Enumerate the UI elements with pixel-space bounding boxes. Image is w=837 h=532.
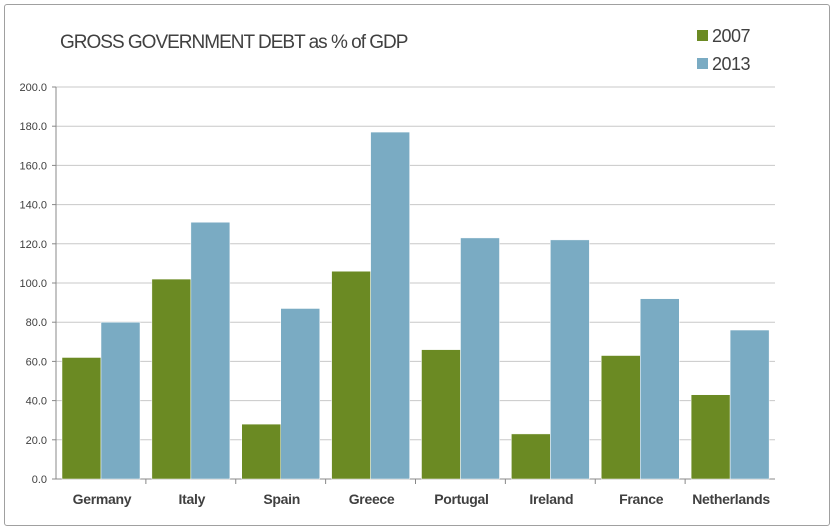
y-tick-label: 120.0 [19, 239, 47, 251]
x-tick-label: Netherlands [692, 491, 770, 507]
y-tick-label: 160.0 [19, 160, 47, 172]
legend-label: 2013 [712, 54, 751, 74]
bar-2013-france [640, 298, 680, 480]
bar-2013-ireland [550, 239, 590, 480]
y-tick-label: 60.0 [26, 356, 47, 368]
bar-2013-germany [100, 321, 141, 480]
chart-title: GROSS GOVERNMENT DEBT as % of GDP [60, 32, 408, 53]
x-tick-label: Portugal [434, 491, 488, 507]
x-tick-label: Greece [349, 491, 395, 507]
legend-swatch-2007 [697, 30, 708, 41]
y-tick-label: 20.0 [26, 435, 47, 447]
y-tick-label: 140.0 [19, 200, 47, 212]
bar-2007-france [601, 355, 641, 480]
y-tick-label: 100.0 [19, 278, 47, 290]
y-tick-label: 0.0 [32, 474, 47, 486]
bar-2013-spain [280, 308, 320, 480]
y-tick-label: 180.0 [19, 121, 47, 133]
x-tick-label: Spain [263, 491, 300, 507]
bar-2007-greece [331, 270, 371, 480]
bar-2007-netherlands [690, 394, 731, 480]
legend-label: 2007 [712, 26, 751, 46]
bar-2013-netherlands [729, 329, 770, 480]
bar-2013-italy [190, 221, 231, 480]
x-tick-label: Germany [73, 491, 132, 507]
bar-2007-ireland [511, 433, 551, 480]
x-tick-label: France [619, 491, 664, 507]
bar-2013-greece [370, 131, 410, 480]
bar-2007-spain [241, 423, 281, 480]
bar-2007-portugal [421, 349, 461, 480]
bar-2007-italy [151, 278, 192, 480]
y-tick-label: 40.0 [26, 396, 47, 408]
x-tick-label: Ireland [529, 491, 573, 507]
legend-swatch-2013 [697, 58, 708, 69]
y-tick-label: 200.0 [19, 82, 47, 94]
chart-frame [4, 4, 830, 526]
y-tick-label: 80.0 [26, 317, 47, 329]
bar-2007-germany [61, 357, 102, 480]
bar-2013-portugal [460, 237, 500, 480]
x-tick-label: Italy [179, 491, 206, 507]
